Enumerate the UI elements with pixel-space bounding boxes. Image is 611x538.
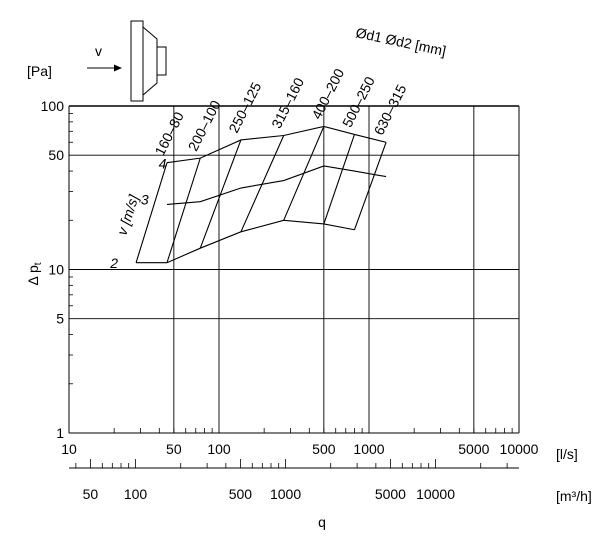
velocity-label: 4: [159, 155, 167, 171]
x-tick-label-primary: 100: [207, 441, 231, 457]
x-axis-unit-secondary: [m³/h]: [556, 488, 592, 504]
diameter-header: Ød1 Ød2 [mm]: [354, 24, 447, 59]
velocity-axis-label: v [m/s]: [114, 192, 142, 237]
diameter-line: [240, 135, 285, 233]
diameter-label: 630–315: [371, 82, 410, 138]
diameter-line: [166, 157, 201, 263]
x-tick-label-primary: 5000: [458, 441, 489, 457]
velocity-label: 2: [109, 255, 118, 271]
x-tick-label-primary: 1000: [353, 441, 384, 457]
velocity-line: [166, 165, 387, 205]
x-tick-label-secondary: 100: [124, 486, 148, 502]
y-axis-unit: [Pa]: [27, 63, 52, 79]
x-axis-label: q: [318, 514, 326, 530]
y-tick-label: 5: [56, 311, 64, 327]
diameter-line: [353, 142, 387, 230]
x-tick-label-primary: 10: [61, 441, 77, 457]
y-tick-label: 100: [41, 98, 65, 114]
y-axis-label: Δ pt: [25, 262, 44, 285]
x-tick-label-secondary: 500: [229, 486, 253, 502]
y-tick-label: 50: [48, 147, 64, 163]
diameter-line: [323, 134, 355, 225]
diameter-label: 250–125: [225, 79, 264, 135]
diameter-label: 160–80: [151, 109, 187, 158]
fitting-inlet: [130, 20, 144, 102]
inflow-label: v: [95, 43, 102, 59]
x-tick-label-secondary: 10000: [416, 486, 455, 502]
y-tick-label: 10: [48, 262, 64, 278]
velocity-line: [136, 219, 355, 264]
diameter-label: 315–160: [268, 75, 307, 131]
x-tick-label-primary: 10000: [500, 441, 539, 457]
velocity-line: [166, 125, 387, 164]
y-axis-label-main: Δ p: [25, 265, 41, 285]
x-tick-label-primary: 50: [166, 441, 182, 457]
diameter-line: [199, 139, 242, 249]
x-axis-unit-primary: [l/s]: [556, 446, 578, 462]
y-axis-label-sub: t: [33, 262, 44, 265]
fitting-cone: [142, 25, 158, 97]
flow-arrow-head: [114, 64, 122, 72]
axes: 1 5 10 50 100 10 50 100 500 1000 5000 10000 50 100 500…: [41, 98, 539, 502]
x-tick-label-secondary: 5000: [375, 486, 406, 502]
velocity-label: 3: [141, 191, 149, 207]
diameter-label: 400–200: [308, 66, 347, 122]
diameter-line: [135, 162, 168, 263]
diameter-label: 500–250: [339, 74, 378, 130]
grid: [69, 105, 519, 434]
x-tick-label-secondary: 50: [83, 486, 99, 502]
fitting-outlet: [156, 46, 167, 76]
x-tick-label-primary: 500: [312, 441, 336, 457]
diameter-header-text: Ød1 Ød2 [mm]: [354, 24, 447, 59]
fitting-illustration: v: [87, 20, 167, 102]
y-tick-label: 1: [56, 425, 64, 441]
x-tick-label-secondary: 1000: [270, 486, 301, 502]
data-marks: [135, 125, 387, 264]
